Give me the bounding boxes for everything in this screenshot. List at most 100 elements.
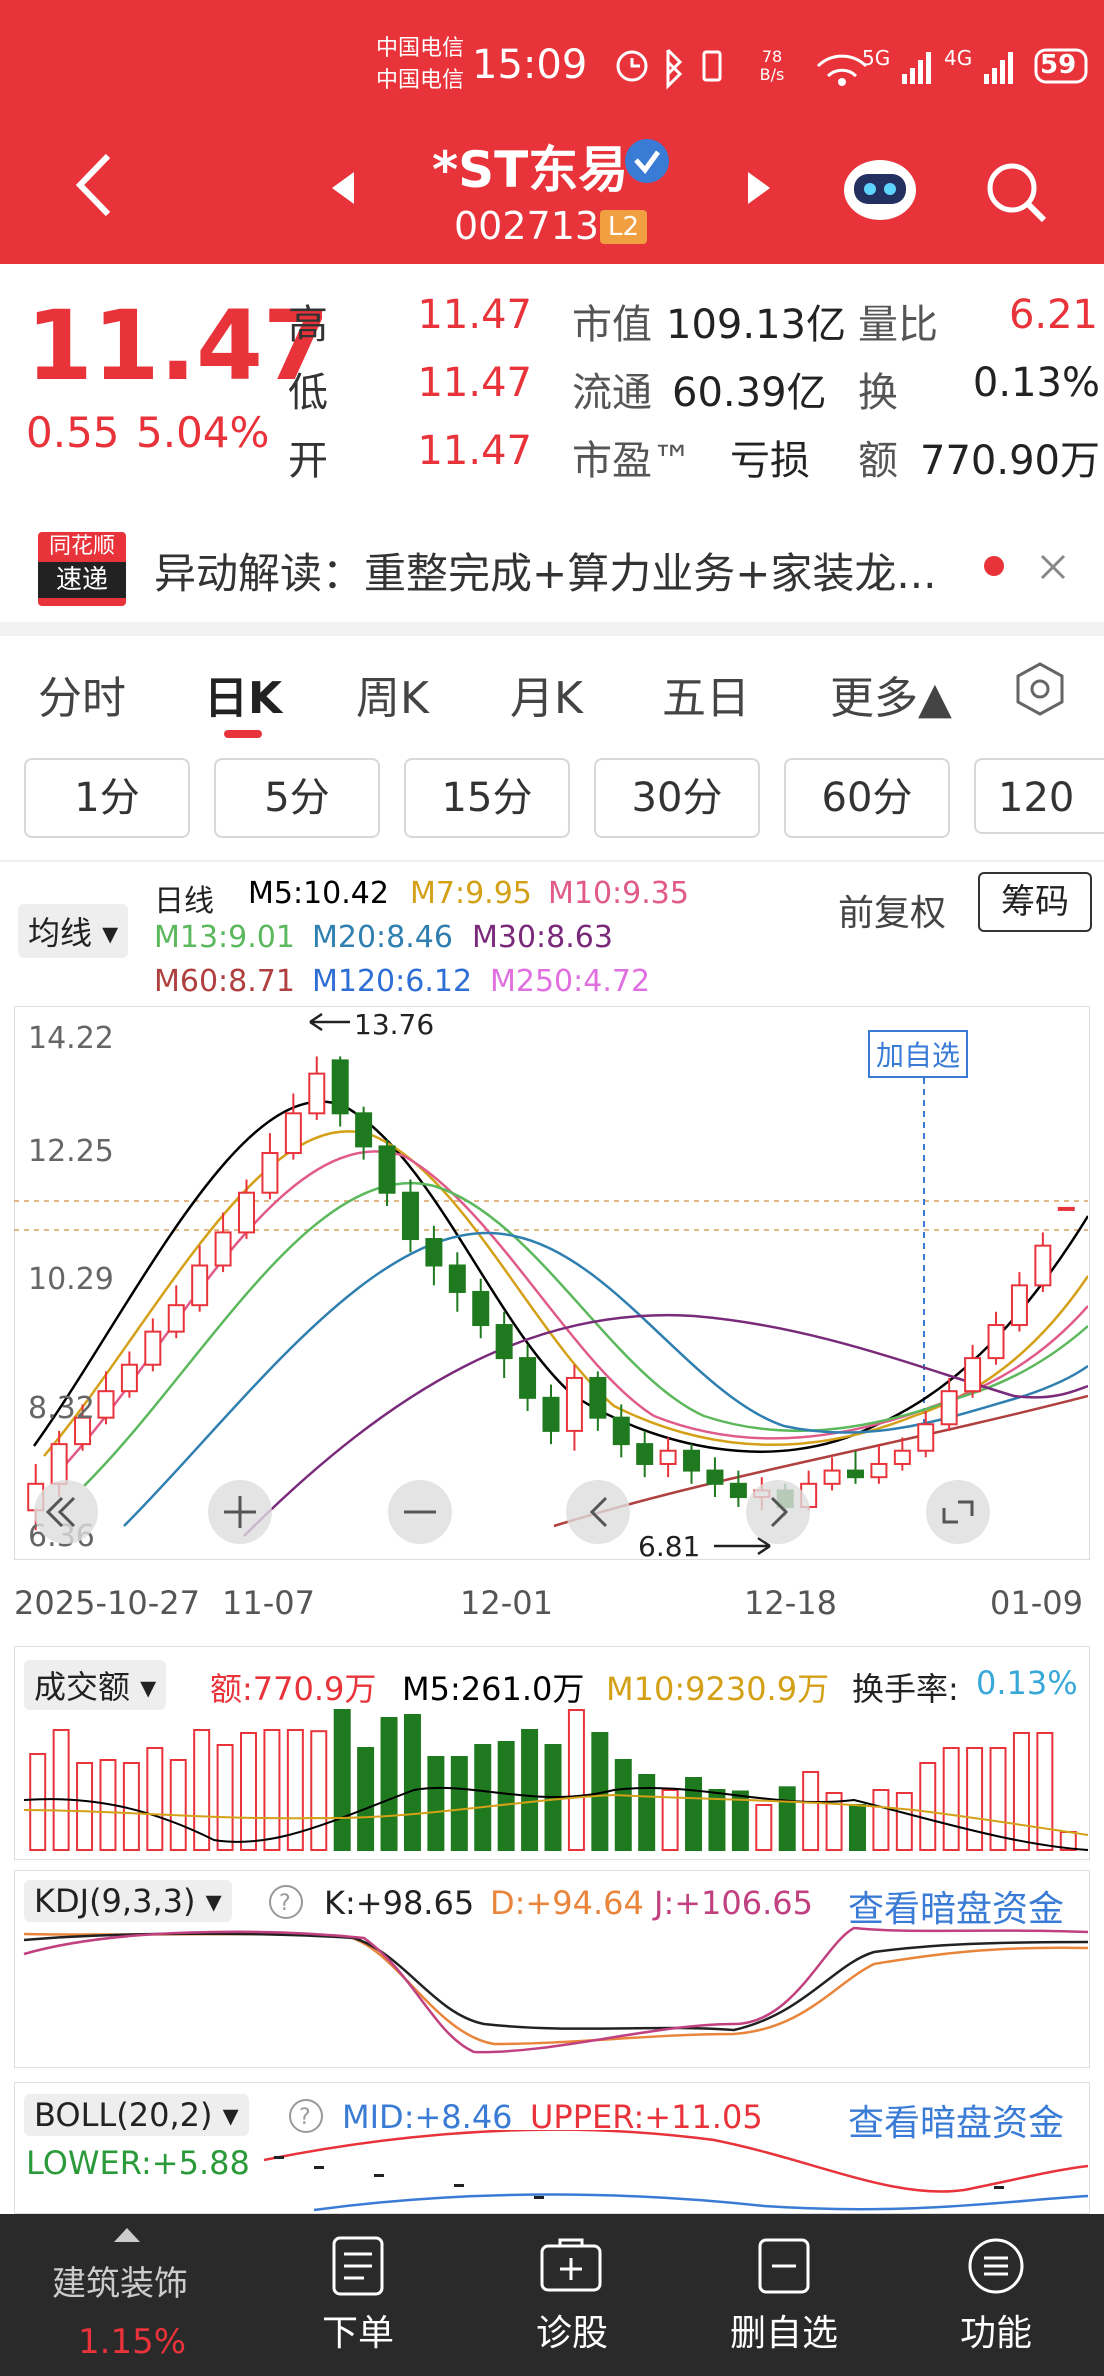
chips-button[interactable]: 筹码	[978, 872, 1092, 932]
volume-amount: 额:770.9万	[210, 1670, 377, 1708]
candle-body	[284, 1112, 302, 1155]
period-5min[interactable]: 5分	[214, 758, 380, 838]
svg-text:?: ?	[279, 1891, 291, 1916]
net-5g: 5G	[862, 46, 891, 70]
high-arrow	[309, 1012, 350, 1032]
kdj-panel	[14, 1870, 1090, 2068]
dark-pool-link-2[interactable]: 查看暗盘资金	[848, 2103, 1065, 2144]
stock-title: *ST东易	[432, 141, 629, 199]
remove-watchlist-icon[interactable]	[756, 2236, 812, 2296]
help-icon[interactable]: ?	[266, 1882, 306, 1922]
candle-body	[214, 1231, 232, 1267]
news-logo-line1: 同花顺	[48, 534, 115, 559]
period-1min[interactable]: 1分	[24, 758, 190, 838]
volume-bar	[497, 1741, 515, 1851]
volume-bar	[638, 1774, 656, 1851]
candle-body	[97, 1390, 115, 1419]
volume-bar	[216, 1744, 234, 1851]
candle-body	[472, 1290, 490, 1327]
candle-body	[846, 1469, 864, 1479]
prev-stock-icon[interactable]	[328, 168, 358, 208]
ma-title: 日线	[154, 884, 214, 919]
tab-monthly-k[interactable]: 月K	[510, 673, 583, 724]
volume-bar	[708, 1789, 726, 1851]
volume-bar	[825, 1792, 843, 1851]
adjust-mode[interactable]: 前复权	[838, 893, 947, 934]
menu-icon[interactable]	[966, 2236, 1026, 2296]
volume-bar	[286, 1729, 304, 1851]
diagnose-icon[interactable]	[538, 2236, 604, 2296]
tab-intraday[interactable]: 分时	[38, 673, 126, 724]
candle-body	[355, 1112, 373, 1148]
nav-remove-watchlist[interactable]: 删自选	[729, 2313, 838, 2354]
boll-selector[interactable]: BOLL(20,2) ▾	[24, 2094, 249, 2136]
add-watchlist-label[interactable]: 加自选	[868, 1030, 969, 1078]
candle-body	[495, 1324, 513, 1360]
x-tick: 2025-10-27	[14, 1584, 200, 1622]
ma-m7: M7:9.95	[410, 876, 532, 911]
ma-selector[interactable]: 均线 ▾	[18, 904, 129, 958]
candle-body	[1034, 1244, 1052, 1287]
expand-up-icon[interactable]	[112, 2224, 142, 2244]
order-icon[interactable]	[330, 2234, 386, 2298]
close-icon[interactable]	[1038, 552, 1068, 582]
tab-daily-k[interactable]: 日K	[204, 673, 283, 724]
dark-pool-link[interactable]: 查看暗盘资金	[848, 1889, 1065, 1930]
price-change-pct: 5.04%	[136, 408, 270, 457]
divider	[0, 860, 1104, 862]
carrier-1: 中国电信	[376, 36, 465, 61]
volume-bar	[357, 1747, 375, 1851]
label-float: 流通	[572, 370, 652, 416]
nav-order[interactable]: 下单	[321, 2313, 394, 2354]
volume-bar	[942, 1747, 960, 1851]
value-volume-ratio: 6.21	[1008, 292, 1098, 338]
volume-bar	[989, 1747, 1007, 1851]
value-float: 60.39亿	[672, 370, 827, 416]
label-amount: 额	[858, 438, 898, 484]
candle-body	[238, 1191, 256, 1234]
nav-diagnose[interactable]: 诊股	[535, 2313, 608, 2354]
candle-body	[308, 1072, 326, 1115]
robot-assistant-icon[interactable]	[840, 150, 920, 226]
tab-more[interactable]: 更多▲	[830, 673, 952, 724]
nav-functions[interactable]: 功能	[959, 2313, 1032, 2354]
candle-body	[1057, 1206, 1075, 1211]
next-stock-icon[interactable]	[744, 168, 774, 208]
volume-selector[interactable]: 成交额 ▾	[24, 1660, 167, 1710]
period-60min[interactable]: 60分	[784, 758, 950, 838]
kline-chart[interactable]: 13.76 6.81 14.22 12.25 10.29 8.32 6.36	[14, 1006, 1088, 1558]
status-time: 15:09	[472, 42, 588, 88]
candle-body	[401, 1191, 419, 1241]
candle-body	[331, 1059, 349, 1115]
volume-bar	[263, 1729, 281, 1851]
tab-five-day[interactable]: 五日	[662, 673, 750, 724]
tab-weekly-k[interactable]: 周K	[356, 673, 429, 724]
header: 中国电信 中国电信 15:09 78 B/s 5G 4G 59 *ST东易 00…	[0, 0, 1104, 264]
volume-bar	[427, 1756, 445, 1851]
candle-body	[823, 1469, 841, 1485]
news-text[interactable]: 异动解读：重整完成+算力业务+家装龙...	[154, 549, 937, 598]
period-30min[interactable]: 30分	[594, 758, 760, 838]
sector-name[interactable]: 建筑装饰	[52, 2264, 188, 2304]
kdj-d: D:+94.64	[490, 1884, 644, 1922]
volume-bar	[567, 1709, 585, 1851]
candle-body	[378, 1145, 396, 1194]
volume-bar	[474, 1744, 492, 1851]
ma-m120: M120:6.12	[312, 964, 473, 999]
period-15min[interactable]: 15分	[404, 758, 570, 838]
value-high: 11.47	[417, 292, 532, 338]
search-icon[interactable]	[984, 160, 1050, 226]
volume-bar	[685, 1777, 703, 1851]
volume-bar	[778, 1786, 796, 1852]
tab-indicator	[224, 730, 262, 738]
kdj-selector[interactable]: KDJ(9,3,3) ▾	[24, 1880, 232, 1922]
low-annotation: 6.81	[638, 1530, 700, 1558]
help-icon[interactable]: ?	[286, 2096, 326, 2136]
candle-body	[706, 1469, 724, 1485]
candle-body	[659, 1449, 677, 1465]
period-120min[interactable]: 120分	[974, 758, 1104, 834]
settings-hex-icon[interactable]	[1014, 660, 1066, 718]
back-icon[interactable]	[70, 150, 120, 220]
volume-bar	[310, 1730, 328, 1852]
volume-bar	[755, 1804, 773, 1851]
